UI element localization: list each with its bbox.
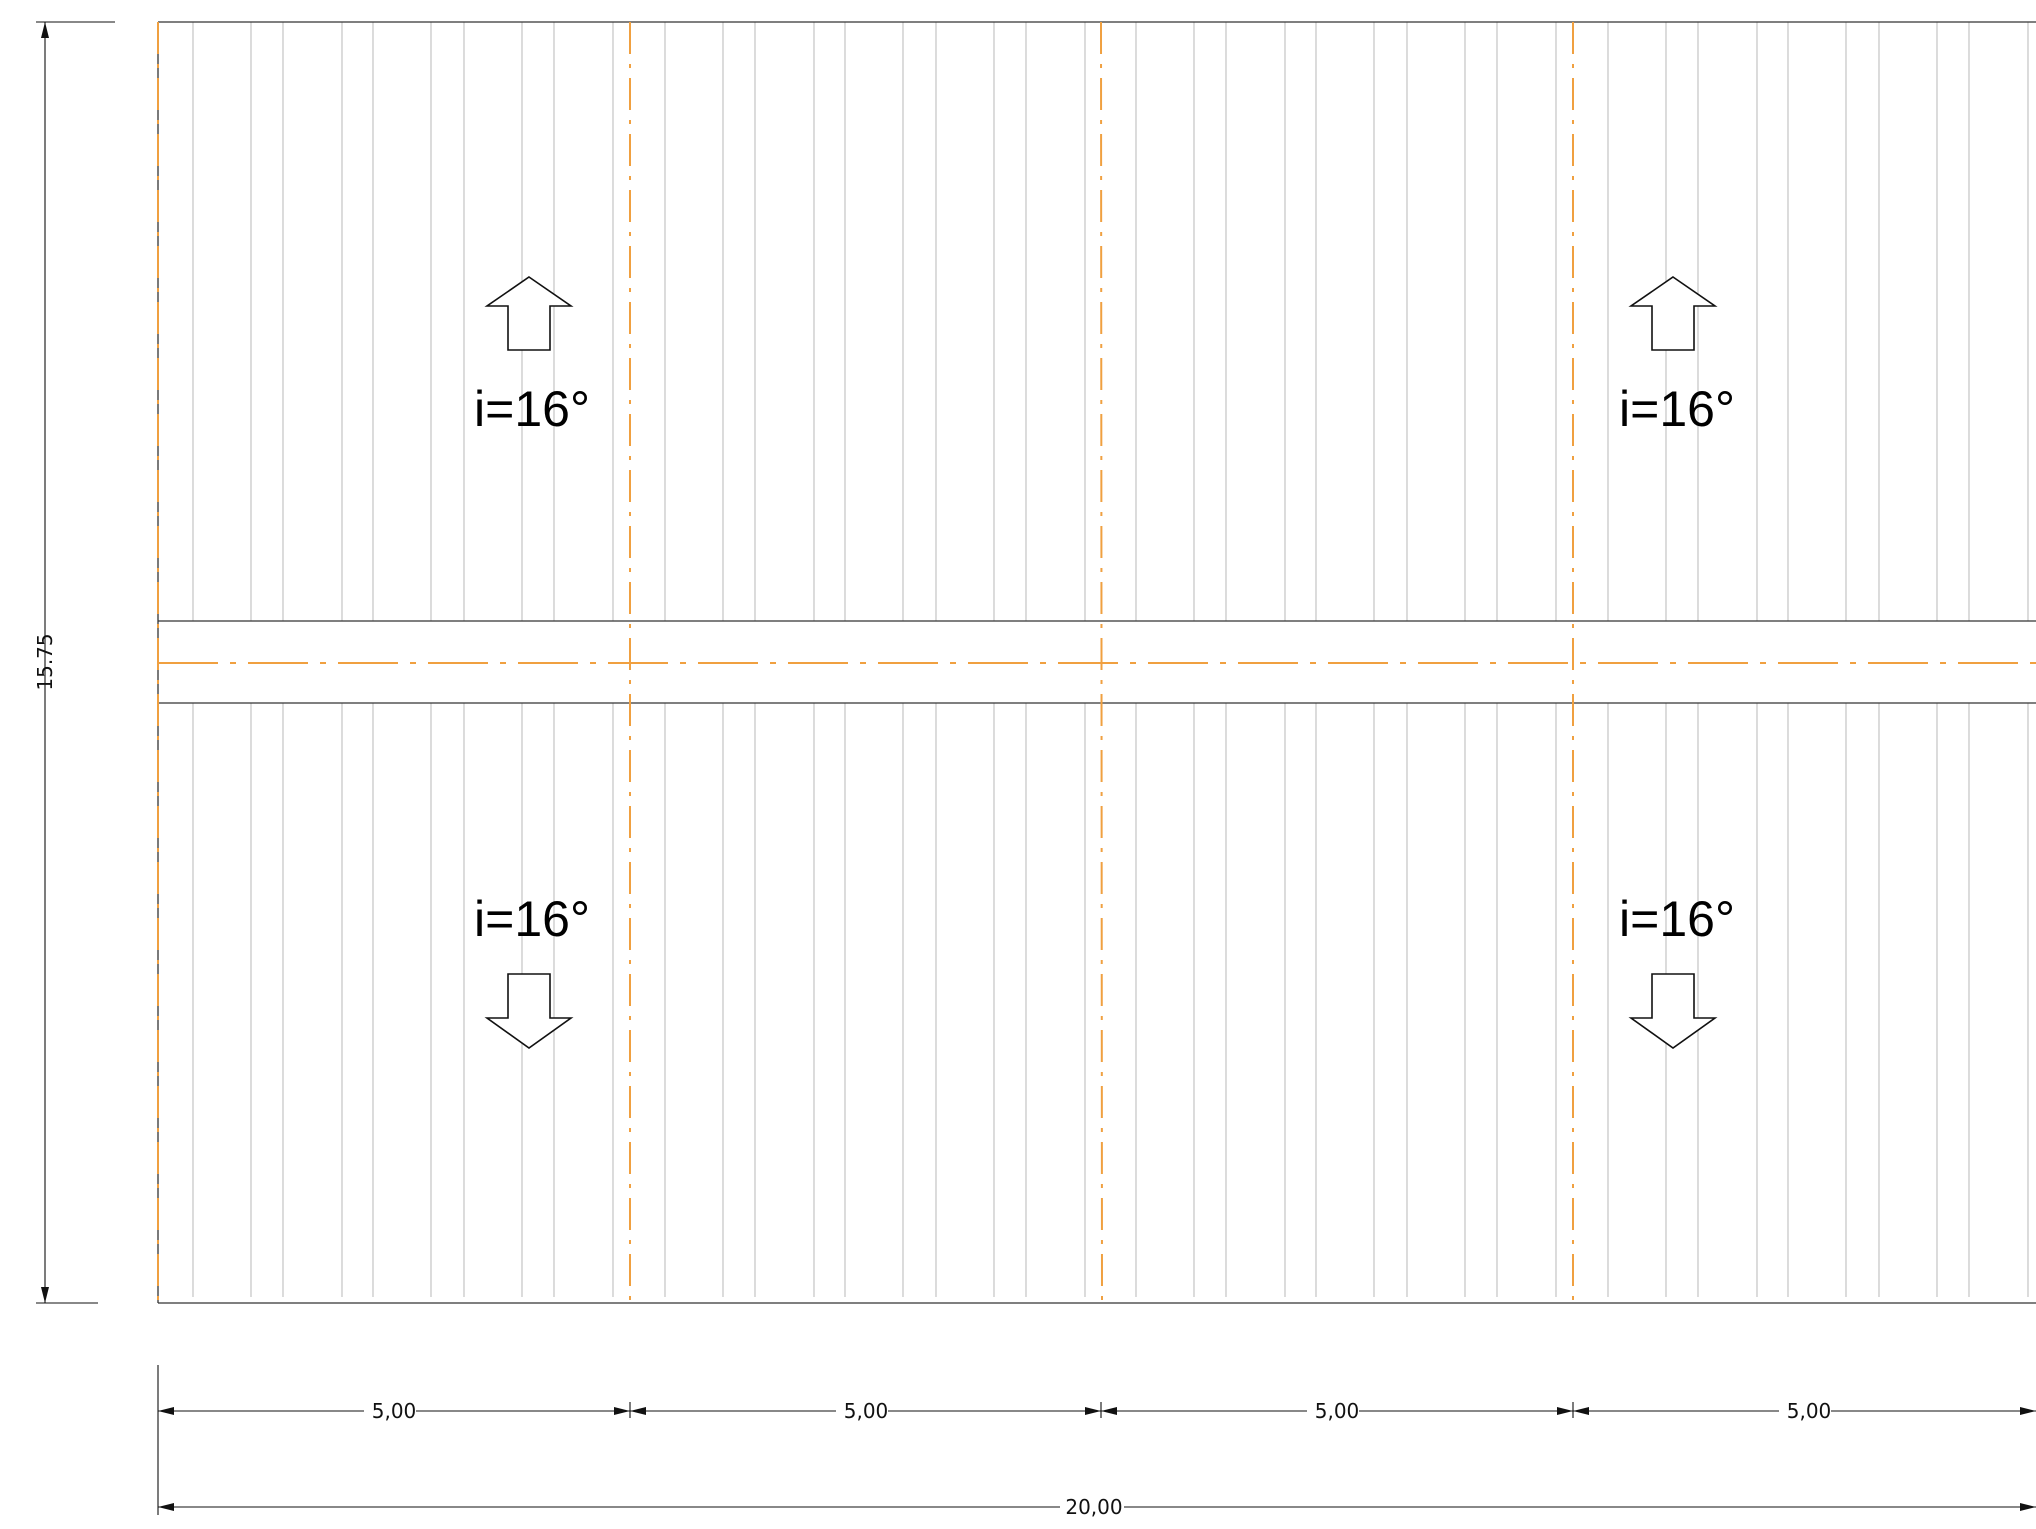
slope-arrows <box>484 276 1718 1049</box>
span-dimension-label: 5,00 <box>1787 1399 1832 1423</box>
structural-axes <box>157 21 2036 1304</box>
height-dimension <box>36 21 115 1304</box>
slope-arrow-down-icon <box>1628 973 1718 1049</box>
span-dimension-label: 5,00 <box>844 1399 889 1423</box>
slope-arrow-down-icon <box>484 973 574 1049</box>
span-dimension-label: 5,00 <box>372 1399 417 1423</box>
slope-label: i=16° <box>1619 891 1735 947</box>
slope-label: i=16° <box>474 891 590 947</box>
slope-arrow-up-icon <box>1628 276 1718 351</box>
slope-label: i=16° <box>474 381 590 437</box>
slope-arrow-up-icon <box>484 276 574 351</box>
slope-label: i=16° <box>1619 381 1735 437</box>
total-dimension-label: 20,00 <box>1065 1495 1122 1519</box>
roof-ribs <box>192 22 2029 1297</box>
span-dimension-label: 5,00 <box>1315 1399 1360 1423</box>
height-dimension-label: 15.75 <box>33 633 57 690</box>
